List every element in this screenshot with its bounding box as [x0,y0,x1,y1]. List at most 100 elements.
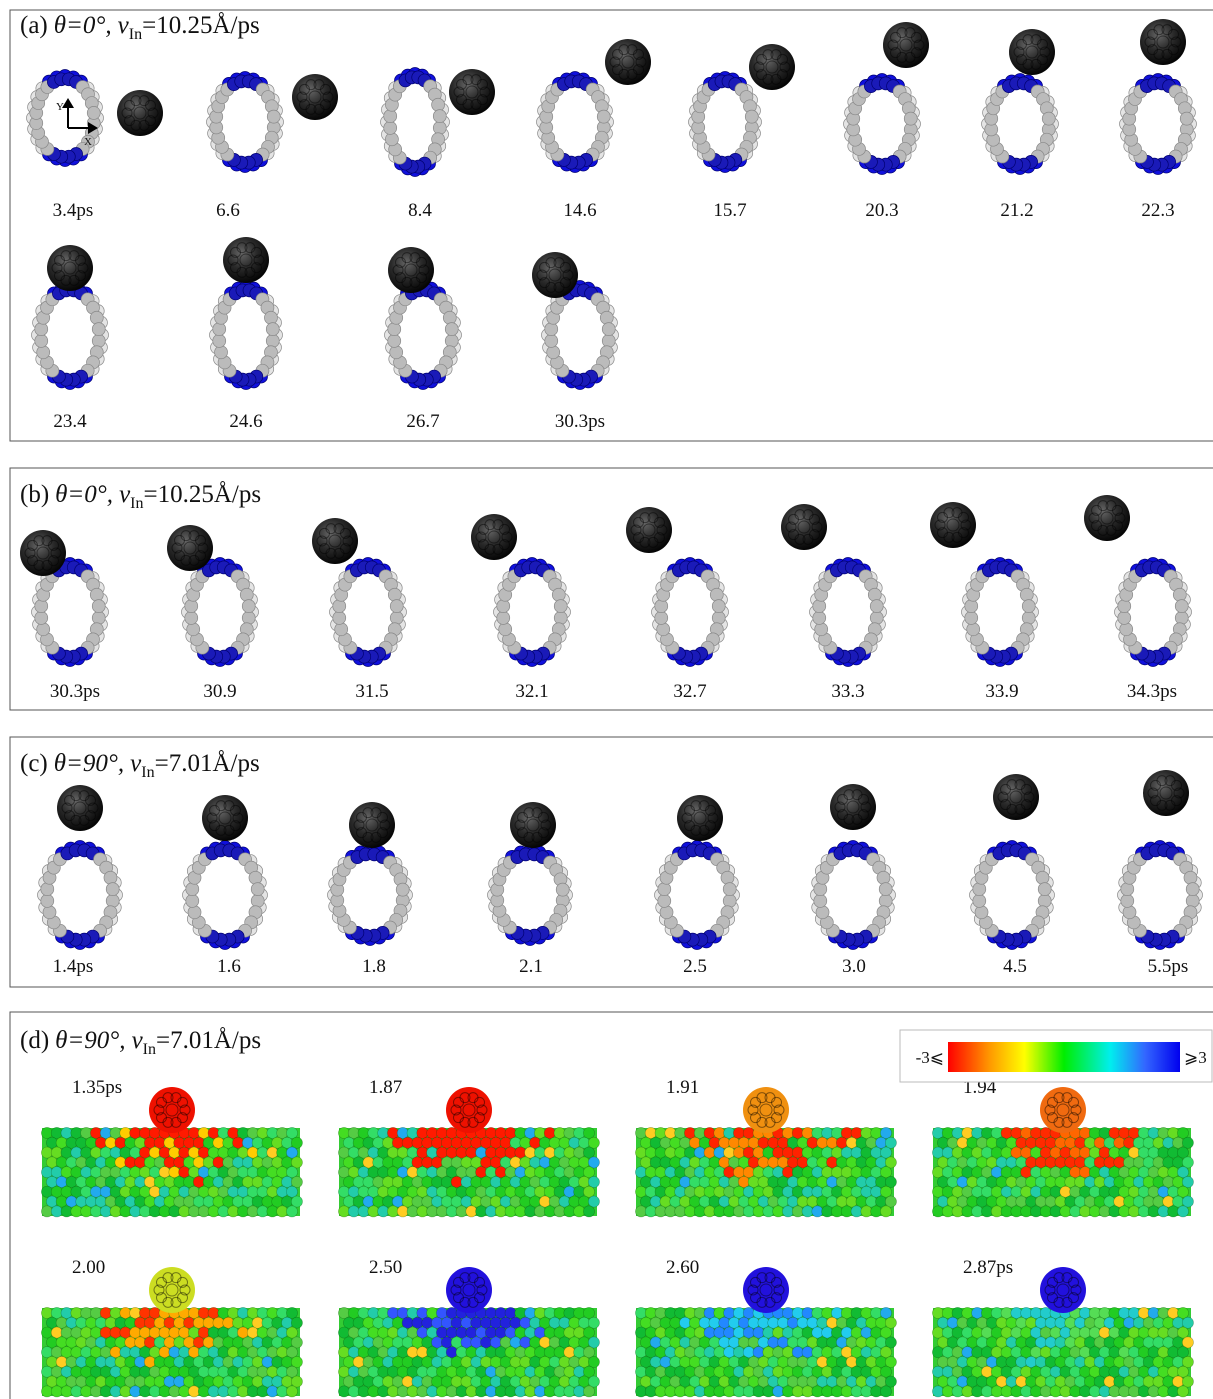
axis-label: Y [56,101,64,113]
atom [1121,894,1134,907]
time-label: 2.60 [666,1257,699,1278]
nanotube-ring [32,281,109,390]
velocity-subscript: In [143,1041,156,1058]
atom [497,600,510,613]
tube-atom [1182,1376,1193,1387]
atom [106,894,119,907]
atom [35,323,48,336]
atom [1042,112,1055,125]
atom [1123,906,1136,919]
atom [1038,883,1051,896]
atom [1121,883,1134,896]
atom [87,106,100,119]
nanotube-ring [381,68,450,177]
atom [390,600,403,613]
atom [266,334,279,347]
time-label: 34.3ps [1127,681,1177,702]
nanotube-ring [982,74,1059,175]
atom [185,611,198,624]
tube-atom [286,1327,297,1338]
atom [104,871,117,884]
atom [1173,588,1186,601]
panel-label: (a) [20,12,48,39]
fullerene [743,1267,789,1313]
time-label: 33.9 [985,681,1018,702]
atom [552,588,565,601]
atom [186,894,199,907]
atom [1186,894,1199,907]
atom [600,311,613,324]
atom [545,323,558,336]
tube-atom [1177,1327,1188,1338]
atom [264,311,277,324]
velocity-subscript: In [130,495,143,512]
fullerene [446,1087,492,1133]
angle: θ=0°, [54,12,112,39]
atom [37,623,50,636]
tube-atom [291,1376,302,1387]
time-label: 5.5ps [1148,956,1189,977]
tube-atom [291,1157,302,1168]
atom [1022,611,1035,624]
tube-atom [286,1167,297,1178]
tube-atom [588,1356,599,1367]
atom [1186,883,1199,896]
fullerene [1084,495,1130,541]
fullerene [830,784,876,830]
fullerene [510,802,556,848]
nanotube-ring [1115,558,1192,667]
atom [90,588,103,601]
atom [1184,871,1197,884]
atom [815,623,828,636]
fullerene [349,802,395,848]
nanotube-ring [810,558,887,667]
nanotube-ring [970,841,1055,950]
axis-label: X [84,136,92,148]
colorbar [948,1042,1180,1072]
panel-label: (b) [20,481,49,508]
atom [251,883,264,896]
atom [973,894,986,907]
atom [879,894,892,907]
tube-atom [885,1356,896,1367]
atom [813,600,826,613]
atom [335,623,348,636]
time-label: 15.7 [713,200,746,221]
tube-atom [588,1196,599,1207]
nanotube-surface [932,1127,1193,1217]
atom [92,600,105,613]
atom [213,323,226,336]
atom [712,600,725,613]
fullerene [1140,19,1186,65]
fullerene [446,1267,492,1313]
tube-atom [583,1167,594,1178]
fullerene [930,502,976,548]
tube-atom [880,1327,891,1338]
time-label: 24.6 [229,411,262,432]
atom [655,611,668,624]
tube-atom [291,1137,302,1148]
atom [35,611,48,624]
time-label: 4.5 [1003,956,1027,977]
nanotube-ring [652,558,729,667]
nanotube-surface [41,1307,302,1397]
atom [657,623,670,636]
panel-label: (d) [20,1027,49,1054]
atom [41,883,54,896]
atom [554,600,567,613]
fullerene [47,245,93,291]
atom [187,623,200,636]
fullerene [223,237,269,283]
nanotube-ring [537,72,614,173]
colorbar-min: -3⩽ [916,1048,944,1067]
tube-atom [1182,1137,1193,1148]
time-label: 21.2 [1000,200,1033,221]
fullerene [1040,1087,1086,1133]
atom [92,323,105,336]
tube-atom [1177,1186,1188,1197]
fullerene [626,507,672,553]
nanotube-ring [655,841,740,950]
fullerene [677,795,723,841]
atom [185,600,198,613]
atom [658,883,671,896]
